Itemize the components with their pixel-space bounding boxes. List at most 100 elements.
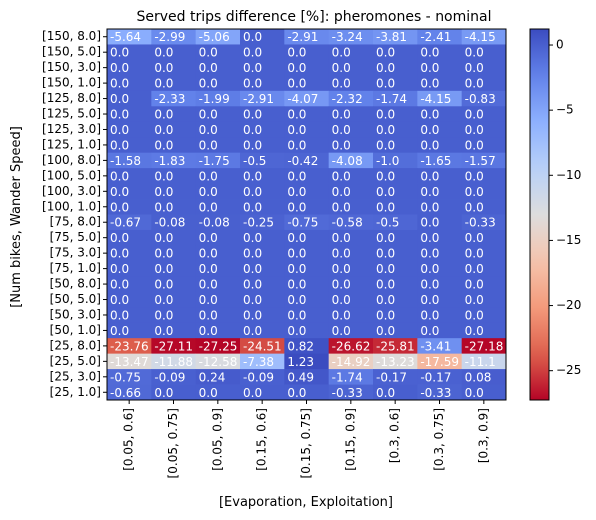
- y-tick-label: [25, 5.0]: [50, 354, 101, 368]
- heatmap-cell: [417, 384, 463, 401]
- cell-value-label: 0.0: [332, 231, 351, 245]
- heatmap-cell: [461, 245, 507, 262]
- cell-value-label: 0.0: [465, 200, 484, 214]
- heatmap-cell: [461, 260, 507, 277]
- heatmap-cell: [107, 369, 152, 385]
- cell-value-label: 0.0: [465, 123, 484, 137]
- y-tick-label: [100, 5.0]: [42, 168, 101, 182]
- cell-value-label: -0.83: [465, 92, 496, 106]
- cell-value-label: 0.0: [243, 278, 262, 292]
- x-tick-label: [0.05, 0.6]: [122, 408, 136, 471]
- heatmap-cell: [417, 322, 463, 339]
- cell-value-label: 0.0: [199, 77, 218, 91]
- cell-value-label: 0.0: [243, 108, 262, 122]
- cell-value-label: 0.0: [110, 46, 129, 60]
- heatmap-cell: [328, 353, 374, 370]
- cell-value-label: -2.41: [420, 30, 451, 44]
- heatmap-cell: [240, 245, 285, 262]
- colorbar-tick-label: 0: [556, 38, 564, 52]
- cell-value-label: -0.17: [420, 370, 451, 384]
- heatmap-cell: [328, 214, 374, 231]
- heatmap-cell: [373, 152, 418, 169]
- cell-value-label: 0.0: [154, 262, 173, 276]
- cell-value-label: 0.0: [154, 108, 173, 122]
- cell-value-label: 0.0: [332, 138, 351, 152]
- heatmap-cell: [240, 307, 285, 324]
- heatmap-cell: [151, 199, 197, 215]
- cell-value-label: 0.0: [243, 293, 262, 307]
- cell-value-label: 0.0: [199, 46, 218, 60]
- heatmap-cell: [328, 307, 374, 324]
- heatmap-cell: [328, 75, 374, 92]
- heatmap-cell: [240, 199, 285, 215]
- y-tick-label: [125, 1.0]: [42, 137, 101, 151]
- cell-value-label: 0.0: [110, 293, 129, 307]
- heatmap-cell: [195, 199, 241, 215]
- heatmap-cell: [461, 29, 507, 45]
- cell-value-label: 0.0: [287, 61, 306, 75]
- heatmap-cells: [107, 29, 507, 401]
- cell-value-label: -4.15: [420, 92, 451, 106]
- cell-value-label: -27.25: [199, 339, 238, 353]
- heatmap-cell: [284, 229, 330, 246]
- y-tick-label: [25, 8.0]: [50, 338, 101, 352]
- cell-value-label: 0.0: [243, 185, 262, 199]
- heatmap-cell: [107, 260, 152, 277]
- heatmap-cell: [151, 353, 197, 370]
- heatmap-cell: [107, 183, 152, 200]
- heatmap-cell: [240, 260, 285, 277]
- cell-value-label: 0.0: [110, 231, 129, 245]
- cell-value-label: -0.75: [110, 370, 141, 384]
- y-tick-label: [100, 3.0]: [42, 184, 101, 198]
- y-tick-label: [150, 1.0]: [42, 76, 101, 90]
- x-axis-label: [Evaporation, Exploitation]: [219, 495, 393, 510]
- cell-value-label: 0.0: [420, 108, 439, 122]
- cell-value-label: 0.0: [332, 61, 351, 75]
- cell-value-label: -0.08: [154, 216, 185, 230]
- cell-value-label: 0.0: [376, 46, 395, 60]
- cell-value-label: -12.58: [199, 355, 238, 369]
- y-tick-label: [50, 1.0]: [50, 323, 101, 337]
- cell-value-label: 0.0: [154, 278, 173, 292]
- colorbar-frame: [529, 28, 550, 401]
- cell-value-label: 0.0: [376, 123, 395, 137]
- heatmap-cell: [461, 152, 507, 169]
- colorbar-ticks: 0 −5 −10 −15 −20 −25: [549, 38, 581, 377]
- heatmap-cell: [151, 276, 197, 293]
- heatmap-cell: [284, 106, 330, 123]
- heatmap-cell: [417, 75, 463, 92]
- cell-value-label: -0.67: [110, 216, 141, 230]
- cell-value-label: 0.0: [376, 231, 395, 245]
- cell-value-label: -2.33: [154, 92, 185, 106]
- heatmap-cell: [284, 75, 330, 92]
- cell-value-label: 0.0: [420, 231, 439, 245]
- heatmap-cell: [284, 245, 330, 262]
- heatmap-cell: [417, 29, 463, 45]
- heatmap-cell: [195, 106, 241, 123]
- heatmap-cell: [151, 106, 197, 123]
- cell-value-label: 0.0: [332, 308, 351, 322]
- cell-value-label: 0.0: [465, 108, 484, 122]
- cell-value-label: 0.0: [420, 46, 439, 60]
- x-tick-label: [0.05, 0.9]: [210, 408, 224, 471]
- cell-value-label: 0.0: [420, 324, 439, 338]
- cell-value-label: -1.0: [376, 154, 399, 168]
- cell-value-label: 0.0: [420, 138, 439, 152]
- cell-value-label: 0.0: [332, 278, 351, 292]
- cell-value-label: 0.0: [287, 262, 306, 276]
- cell-value-label: 0.0: [287, 46, 306, 60]
- y-tick-label: [25, 1.0]: [50, 385, 101, 399]
- y-tick-label: [50, 5.0]: [50, 292, 101, 306]
- cell-value-label: -23.76: [110, 339, 149, 353]
- cell-value-label: -27.11: [154, 339, 193, 353]
- heatmap-cell: [328, 384, 374, 401]
- x-tick-label: [0.15, 0.75]: [299, 408, 313, 478]
- heatmap-cell: [107, 384, 152, 401]
- cell-value-label: 0.0: [154, 200, 173, 214]
- heatmap-cell: [195, 137, 241, 154]
- heatmap-cell: [284, 183, 330, 200]
- y-tick-label: [75, 3.0]: [50, 246, 101, 260]
- cell-value-label: 0.0: [376, 200, 395, 214]
- cell-value-label: -1.65: [420, 154, 451, 168]
- cell-value-label: 0.0: [243, 324, 262, 338]
